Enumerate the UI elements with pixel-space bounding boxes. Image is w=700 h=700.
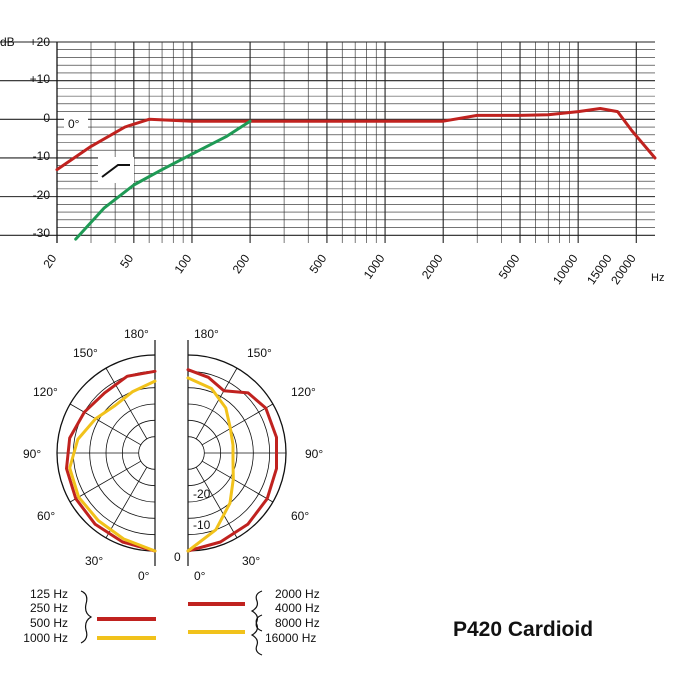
angle-label: 120° (33, 385, 58, 399)
angle-label: 90° (23, 447, 41, 461)
legend-label: 4000 Hz (275, 601, 320, 615)
x-tick-label: 50 (117, 251, 136, 270)
x-tick-label: 20000 (608, 251, 639, 287)
response-curve-green (74, 119, 252, 241)
radial-label: -20 (193, 487, 211, 501)
polar-spoke (69, 460, 142, 503)
polar-spoke (195, 367, 238, 440)
angle-label: 90° (305, 447, 323, 461)
x-tick-label: 5000 (496, 251, 523, 281)
polar-pattern-chart: 180° 150° 120° 90° 60° 30° 0° 180° 150° … (23, 327, 323, 583)
legend-right: 2000 Hz 4000 Hz 8000 Hz 16000 Hz (188, 587, 320, 656)
frequency-response-series (55, 107, 657, 241)
x-axis-unit-label: Hz (651, 272, 664, 284)
y-tick-label: 0 (43, 111, 50, 125)
frequency-response-y-ticks: dB +20 +10 0 -10 -20 -30 (0, 35, 50, 240)
y-axis-unit-label: dB (0, 35, 15, 49)
polar-spoke (105, 367, 148, 440)
response-curve-red (55, 107, 657, 172)
angle-label: 180° (194, 327, 219, 341)
x-tick-label: 200 (230, 251, 253, 276)
highpass-filter-icon (98, 157, 134, 183)
legend-label: 2000 Hz (275, 587, 320, 601)
x-tick-label: 1000 (361, 251, 388, 281)
annotation-text: 0° (68, 117, 80, 131)
y-tick-label: -20 (33, 188, 51, 202)
polar-left-half (56, 340, 157, 566)
polar-radial-labels: -20 -10 0 (174, 487, 211, 564)
angle-label: 30° (242, 554, 260, 568)
polar-curve-yellow (68, 379, 157, 553)
polar-ring (138, 436, 156, 470)
model-title: P420 Cardioid (453, 618, 593, 641)
y-tick-label: -30 (33, 226, 51, 240)
angle-label: 180° (124, 327, 149, 341)
x-tick-label: 500 (306, 251, 329, 276)
angle-label: 0° (138, 569, 150, 583)
polar-spoke (201, 460, 274, 503)
polar-spoke (201, 403, 274, 446)
frequency-response-chart: dB +20 +10 0 -10 -20 -30 20 50 100 200 500 10… (0, 35, 664, 287)
angle-label: 60° (291, 509, 309, 523)
angle-label: 60° (37, 509, 55, 523)
polar-spoke (195, 466, 238, 539)
polar-spoke (105, 466, 148, 539)
angle-label: 120° (291, 385, 316, 399)
x-tick-label: 20 (40, 251, 59, 270)
x-tick-label: 10000 (550, 251, 581, 287)
legend-brace (250, 614, 263, 656)
angle-label: 150° (247, 346, 272, 360)
legend-brace (250, 590, 263, 632)
y-tick-label: -10 (33, 149, 51, 163)
legend-left: 125 Hz 250 Hz 500 Hz 1000 Hz (23, 587, 156, 645)
polar-curve-red (65, 369, 157, 553)
annotation-box (64, 115, 88, 132)
legend-label: 16000 Hz (265, 631, 316, 645)
legend-brace (80, 590, 93, 644)
filter-icon-shape (101, 164, 130, 178)
y-tick-label: +20 (30, 35, 51, 49)
x-tick-label: 100 (171, 251, 194, 276)
radial-label: 0 (174, 550, 181, 564)
x-tick-label: 2000 (419, 251, 446, 281)
angle-label: 30° (85, 554, 103, 568)
polar-spoke (69, 403, 142, 446)
filter-icon-background (98, 157, 134, 183)
polar-angle-labels-left: 180° 150° 120° 90° 60° 30° 0° (23, 327, 150, 583)
polar-curve-yellow (186, 376, 235, 553)
radial-label: -10 (193, 518, 211, 532)
polar-curve-red (186, 368, 278, 553)
polar-angle-labels-right: 180° 150° 120° 90° 60° 30° 0° (194, 327, 323, 583)
x-tick-label: 15000 (584, 251, 615, 287)
frequency-response-grid (0, 41, 655, 243)
legend-label: 125 Hz (30, 587, 68, 601)
polar-ring (187, 436, 205, 470)
angle-label: 150° (73, 346, 98, 360)
legend-label: 8000 Hz (275, 616, 320, 630)
legend-label: 1000 Hz (23, 631, 68, 645)
legend-label: 500 Hz (30, 616, 68, 630)
polar-right-half (186, 340, 287, 566)
legend-label: 250 Hz (30, 601, 68, 615)
angle-label: 0° (194, 569, 206, 583)
y-tick-label: +10 (30, 72, 51, 86)
angle-annotation: 0° (64, 115, 88, 132)
